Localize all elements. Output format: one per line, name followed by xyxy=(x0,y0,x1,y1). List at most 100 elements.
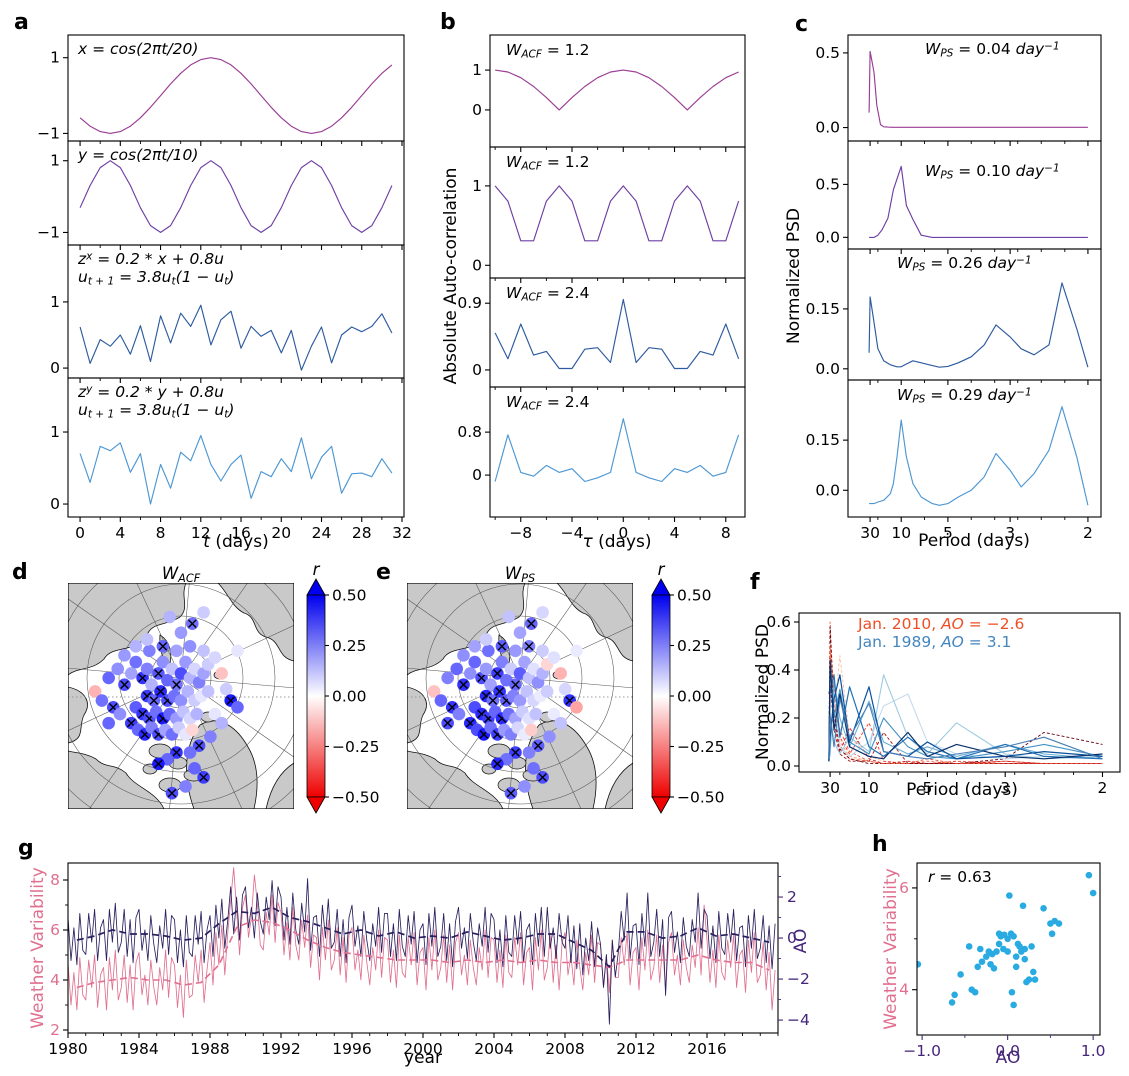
series-f-11 xyxy=(828,659,1103,760)
map-e-title: WPS xyxy=(504,564,536,585)
x-marker xyxy=(120,680,129,689)
colorbar-gradient xyxy=(306,594,326,798)
graticule-line xyxy=(180,583,190,679)
x-tick-label: 0 xyxy=(618,524,628,542)
graticule-line xyxy=(508,677,521,809)
graticule-line xyxy=(519,583,587,679)
y-tick-label: 0.0 xyxy=(815,360,840,378)
panel-b-label: b xyxy=(440,10,456,35)
scatter-point xyxy=(1010,1001,1017,1009)
scatter-point xyxy=(1031,976,1039,983)
station-dot xyxy=(452,707,466,721)
series-g-1 xyxy=(68,878,776,1025)
panel-e-label: e xyxy=(376,560,391,585)
y-tick-label: 0.5 xyxy=(815,175,840,193)
station-dot xyxy=(479,633,493,646)
x-tick-label: 2 xyxy=(1098,779,1108,797)
y-tick-label: 0 xyxy=(472,466,482,484)
y-right-tick-label: 0 xyxy=(787,929,797,947)
y-tick-label: 6 xyxy=(50,921,60,939)
plot-series xyxy=(869,406,1089,506)
graticule-line xyxy=(68,667,182,679)
x-marker xyxy=(443,718,452,728)
scatter-point xyxy=(1012,953,1020,960)
scatter-point xyxy=(1012,963,1020,971)
map-e xyxy=(407,583,633,809)
legend-jan1989: Jan. 1989, AO = 3.1 xyxy=(858,633,1012,651)
station-dot xyxy=(554,716,567,730)
map-d-title: WACF xyxy=(161,564,201,585)
station-dot xyxy=(186,723,199,737)
plot-series xyxy=(868,50,1088,128)
series-b2-0 xyxy=(494,185,740,242)
x-tick-label: 1988 xyxy=(190,1040,229,1058)
plot-border xyxy=(67,244,405,379)
station-dot xyxy=(513,626,527,640)
scatter-point xyxy=(1004,948,1011,955)
x-marker xyxy=(149,696,159,705)
scatter-point xyxy=(1021,945,1029,953)
annotation-h-r: r = 0.63 xyxy=(928,868,992,886)
station-dot xyxy=(129,655,143,669)
plot-series xyxy=(79,304,393,371)
x-marker xyxy=(533,741,543,751)
x-tick-label: 10 xyxy=(859,779,879,797)
y-tick-label: 1 xyxy=(472,177,482,195)
plot-border xyxy=(489,146,746,279)
x-tick-label: 10 xyxy=(891,524,911,542)
chart-b4: −8 −4 0 4 8 0.8 0 xyxy=(457,386,746,542)
station-dot xyxy=(502,610,515,624)
station-dot xyxy=(188,762,201,775)
x-marker xyxy=(188,619,197,628)
plot-border xyxy=(847,140,1102,250)
landmass xyxy=(407,686,427,744)
station-dot xyxy=(183,746,197,759)
scatter-point xyxy=(1048,930,1056,938)
station-dot xyxy=(570,644,583,658)
y-tick-label: −1 xyxy=(37,223,60,241)
x-marker xyxy=(493,759,502,769)
series-b1-0 xyxy=(495,69,739,111)
graticule-line xyxy=(519,583,529,679)
y-tick-label: 1 xyxy=(50,423,60,441)
x-marker xyxy=(172,680,181,689)
x-marker xyxy=(497,641,507,651)
y-tick-label: 1 xyxy=(50,152,60,170)
plot-series xyxy=(494,185,740,242)
plot-series xyxy=(495,69,739,111)
scatter-point xyxy=(957,971,964,978)
station-dot xyxy=(145,678,158,691)
y-tick-label: 0 xyxy=(50,359,60,377)
colorbar-arrow-up xyxy=(651,578,671,596)
y-tick-label: 0.0 xyxy=(815,228,840,246)
graticule-line xyxy=(475,583,521,679)
annotation-a2: y = cos(2πt/10) xyxy=(78,146,199,164)
colorbar-tick-label: 0.25 xyxy=(332,637,367,655)
x-tick-label: 8 xyxy=(721,524,731,542)
colorbar-tick-label: −0.25 xyxy=(332,738,380,756)
x-marker xyxy=(493,669,502,678)
y-tick-label: 0.0 xyxy=(766,757,791,775)
annotation-b3: WACF = 2.4 xyxy=(506,284,590,304)
x-marker xyxy=(495,687,504,696)
annotation-c4: WPS = 0.29 day−1 xyxy=(897,386,1032,406)
x-tick-label: 2012 xyxy=(616,1040,655,1058)
x-marker xyxy=(524,641,534,651)
graticule-circle xyxy=(68,583,294,805)
station-dot xyxy=(518,780,531,793)
chart-g: 1980 1984 1988 1992 1996 2000 2004 2008 2012 2016… xyxy=(48,862,810,1058)
scatter-point xyxy=(1055,920,1063,927)
x-tick-label: 16 xyxy=(231,524,251,542)
station-dot xyxy=(495,655,509,669)
annotation-c2: WPS = 0.10 day−1 xyxy=(925,162,1060,182)
scatter-point xyxy=(1008,988,1016,996)
x-tick-label: 28 xyxy=(352,524,372,542)
annotation-c3: WPS = 0.26 day−1 xyxy=(897,254,1032,274)
plot-border xyxy=(847,248,1102,381)
station-dot xyxy=(570,701,583,714)
chart-c4: 30 10 5 3 2 0.15 0.0 xyxy=(805,379,1102,542)
plot-series xyxy=(68,867,776,1025)
station-dot xyxy=(190,707,204,721)
station-dot xyxy=(482,644,495,658)
x-marker xyxy=(565,696,575,705)
